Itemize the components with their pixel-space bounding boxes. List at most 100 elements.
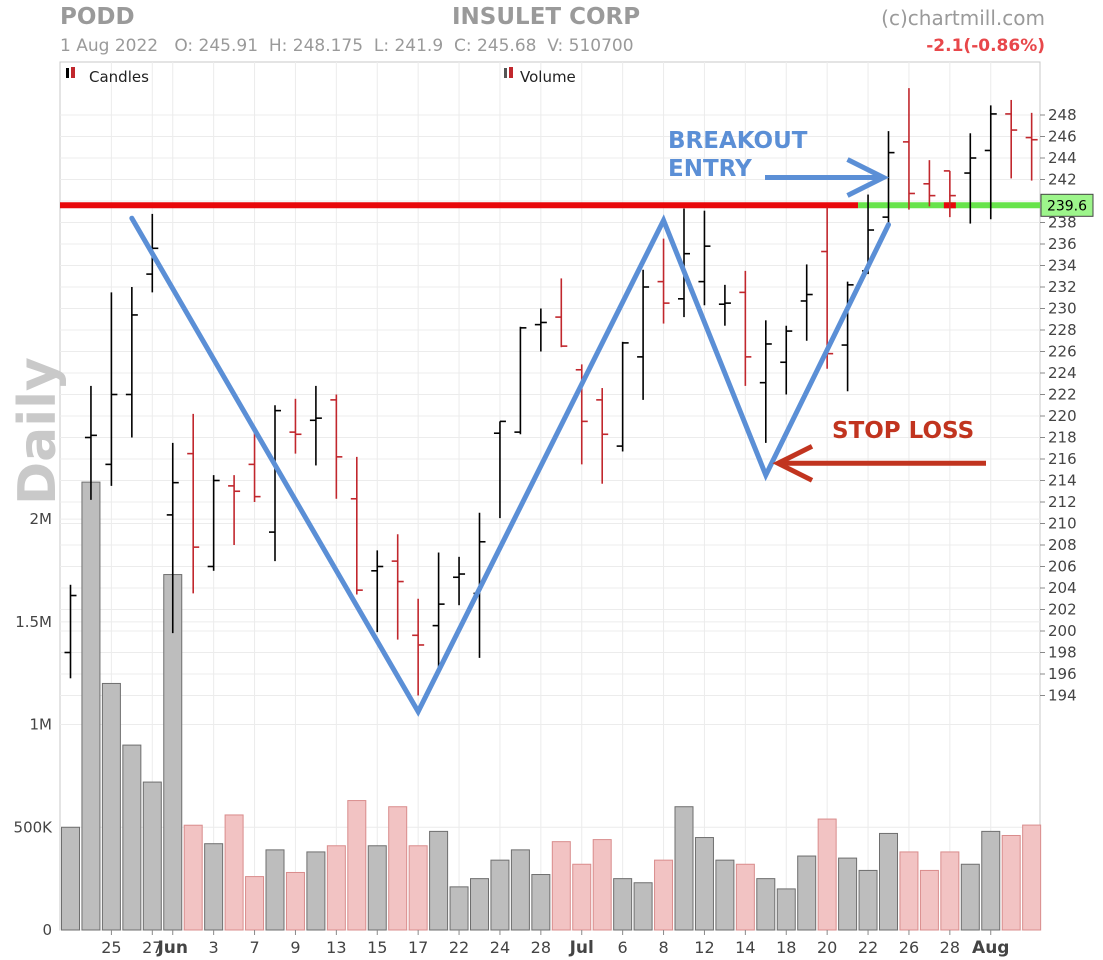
price-tick-label: 208 xyxy=(1048,536,1077,554)
volume-bar xyxy=(551,841,571,931)
ohlc-bar xyxy=(964,133,977,224)
ticker-symbol: PODD xyxy=(60,4,135,30)
ohlc-bar xyxy=(493,420,506,519)
volume-bar xyxy=(1001,834,1021,931)
volume-bar xyxy=(919,869,939,931)
w-pattern-polyline xyxy=(129,214,891,717)
volume-bar xyxy=(101,682,121,931)
stop-loss-label: STOP LOSS xyxy=(832,418,974,444)
price-tick-label: 216 xyxy=(1048,450,1077,468)
volume-tick-label: 2M xyxy=(30,510,53,528)
ohlc-bar xyxy=(984,105,997,220)
volume-bar xyxy=(715,859,735,931)
period-watermark: Daily xyxy=(8,357,68,505)
volume-bar xyxy=(81,481,101,931)
grid xyxy=(59,61,1041,931)
ohlc-bar xyxy=(269,405,281,562)
volume-bar xyxy=(224,814,244,931)
volume-bar xyxy=(879,832,898,931)
volume-bar xyxy=(306,851,326,931)
ohlc-bar xyxy=(514,326,527,435)
ohlc-bar xyxy=(943,170,956,218)
price-tick-label: 224 xyxy=(1048,364,1077,382)
volume-bar xyxy=(408,845,428,931)
volume-bar xyxy=(592,839,612,931)
time-tick-label: 7 xyxy=(249,938,259,957)
time-tick-label: Aug xyxy=(972,938,1009,958)
ohlc-bar xyxy=(371,550,384,633)
ohlc-bar xyxy=(84,385,97,500)
w-pattern-lines xyxy=(129,214,891,717)
ohlc-bar xyxy=(453,556,466,606)
resistance-value-tag: 239.6 xyxy=(1040,193,1094,217)
time-tick-label: 15 xyxy=(367,938,387,957)
price-tick-label: 238 xyxy=(1048,214,1077,232)
open-value: 245.91 xyxy=(198,36,259,56)
period-label: Daily xyxy=(8,357,68,505)
volume-bar xyxy=(61,826,80,931)
plot-frame xyxy=(59,61,1041,931)
ohlc-bar xyxy=(616,341,629,452)
resistance-tag-box xyxy=(1040,193,1094,217)
time-tick-label: 22 xyxy=(449,938,469,957)
close-value: 245.68 xyxy=(476,36,537,56)
price-tick-label: 236 xyxy=(1048,235,1077,253)
legend: Candles Volume xyxy=(66,67,576,86)
volume-bar xyxy=(326,845,346,931)
ohlc-bar xyxy=(882,131,895,223)
ohlc-bar xyxy=(166,442,179,634)
time-tick-label: 20 xyxy=(817,938,837,957)
volume-bar xyxy=(449,886,469,931)
volume-bar xyxy=(142,781,162,931)
price-tick-label: 228 xyxy=(1048,321,1077,339)
source-credit: (c)chartmill.com xyxy=(881,6,1045,30)
ohlc-bar xyxy=(759,320,772,443)
ohlc-bar xyxy=(923,160,936,207)
volume-tick-label: 1M xyxy=(30,716,53,734)
volume-bar xyxy=(694,837,714,931)
time-tick-label: 6 xyxy=(618,938,628,957)
volume-bars xyxy=(61,481,1042,931)
ohlc-bar xyxy=(800,264,813,341)
price-tick-label: 198 xyxy=(1048,644,1077,662)
ohlc-bar xyxy=(657,238,670,324)
time-tick-label: 22 xyxy=(858,938,878,957)
volume-bar xyxy=(429,830,449,931)
breakout-label-line2: ENTRY xyxy=(668,156,752,182)
volume-bar xyxy=(572,863,592,931)
ohlc-bar xyxy=(718,284,731,326)
ohlc-bar xyxy=(534,308,547,352)
ohlc-bar xyxy=(432,552,445,674)
volume-bar xyxy=(735,863,755,931)
volume-bar xyxy=(347,800,367,931)
breakout-arrow-head xyxy=(846,157,890,198)
volume-bar xyxy=(756,878,776,931)
ohlc-bar xyxy=(555,278,568,348)
price-tick-label: 244 xyxy=(1048,149,1077,167)
time-tick-label: 28 xyxy=(531,938,551,957)
volume-bar xyxy=(1022,824,1042,931)
ohlc-bar xyxy=(637,269,650,400)
ohlc-bar xyxy=(207,475,220,571)
price-tick-label: 234 xyxy=(1048,257,1077,275)
time-tick-label: 25 xyxy=(101,938,121,957)
volume-bar xyxy=(285,871,305,931)
open-label: O: xyxy=(174,36,194,56)
time-tick-label: 9 xyxy=(290,938,300,957)
price-tick-label: 226 xyxy=(1048,343,1077,361)
ohlc-bar xyxy=(289,398,302,454)
price-tick-label: 218 xyxy=(1048,429,1077,447)
price-tick-label: 246 xyxy=(1048,128,1077,146)
volume-bar xyxy=(654,859,674,931)
price-bars xyxy=(64,88,1038,696)
volume-bar xyxy=(960,863,980,931)
ohlc-bar xyxy=(350,456,363,595)
ohlc-bar xyxy=(902,88,915,210)
price-tick-label: 232 xyxy=(1048,278,1077,296)
volume-tick-label: 0 xyxy=(42,921,52,939)
time-tick-label: 17 xyxy=(408,938,428,957)
volume-bar xyxy=(613,878,633,931)
volume-value: 510700 xyxy=(568,36,634,56)
time-tick-label: 13 xyxy=(326,938,346,957)
